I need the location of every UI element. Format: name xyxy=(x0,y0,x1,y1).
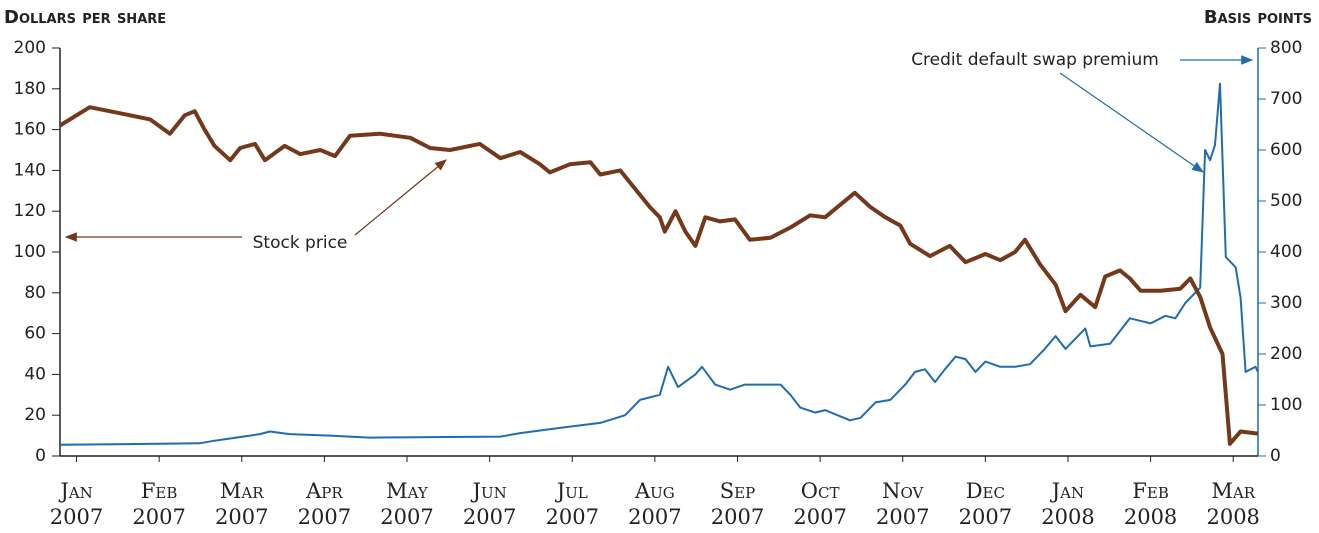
x-tick-label: Dec 2007 xyxy=(958,479,1013,529)
y-tick-label: 0 xyxy=(35,446,46,466)
y-tick-label: 180 xyxy=(14,79,46,99)
y-tick-label: 140 xyxy=(14,160,46,180)
y-tick-label: 40 xyxy=(24,364,46,384)
series-line xyxy=(58,105,1259,446)
y2-tick-label: 500 xyxy=(1270,191,1302,211)
x-tick-label: Mar 2007 xyxy=(215,479,269,529)
y2-tick-label: 300 xyxy=(1270,293,1302,313)
y2-tick-label: 800 xyxy=(1270,38,1302,58)
y-tick-label: 20 xyxy=(24,405,46,425)
x-tick-label: Jan 2007 xyxy=(49,479,104,529)
arrow xyxy=(1059,72,1204,173)
y2-tick-label: 100 xyxy=(1270,395,1302,415)
x-tick-label: Oct 2007 xyxy=(793,479,847,529)
x-tick-label: Feb 2007 xyxy=(132,479,186,529)
y-tick-label: 100 xyxy=(14,242,46,262)
x-tick-label: Aug 2007 xyxy=(628,479,682,529)
x-tick-label: Sep 2007 xyxy=(710,479,765,529)
x-tick-label: Jun 2007 xyxy=(462,479,517,529)
y2-axis-label: Basis points xyxy=(1204,7,1312,28)
x-tick-label: Mar 2008 xyxy=(1206,479,1260,529)
y-tick-label: 60 xyxy=(24,324,46,344)
arrow xyxy=(354,159,447,236)
y-tick-label: 80 xyxy=(24,283,46,303)
x-tick-label: Feb 2008 xyxy=(1123,479,1178,529)
x-tick-label: Apr 2007 xyxy=(297,479,352,529)
y2-tick-label: 400 xyxy=(1270,242,1302,262)
y-tick-label: 160 xyxy=(14,120,46,140)
y2-tick-label: 200 xyxy=(1270,344,1302,364)
y-axis-label: Dollars per share xyxy=(4,7,166,28)
y-tick-label: 120 xyxy=(14,201,46,221)
annotation: Stock price xyxy=(253,233,348,253)
x-tick-label: Nov 2007 xyxy=(875,479,930,529)
series-line xyxy=(59,82,1259,446)
y-tick-label: 200 xyxy=(14,38,46,58)
y2-tick-label: 600 xyxy=(1270,140,1302,160)
y2-tick-label: 700 xyxy=(1270,89,1302,109)
x-tick-label: Jan 2008 xyxy=(1041,479,1095,529)
annotation: Credit default swap premium xyxy=(911,50,1159,70)
x-tick-label: May 2007 xyxy=(380,479,434,529)
x-tick-label: Jul 2007 xyxy=(545,479,599,529)
y2-tick-label: 0 xyxy=(1270,446,1281,466)
